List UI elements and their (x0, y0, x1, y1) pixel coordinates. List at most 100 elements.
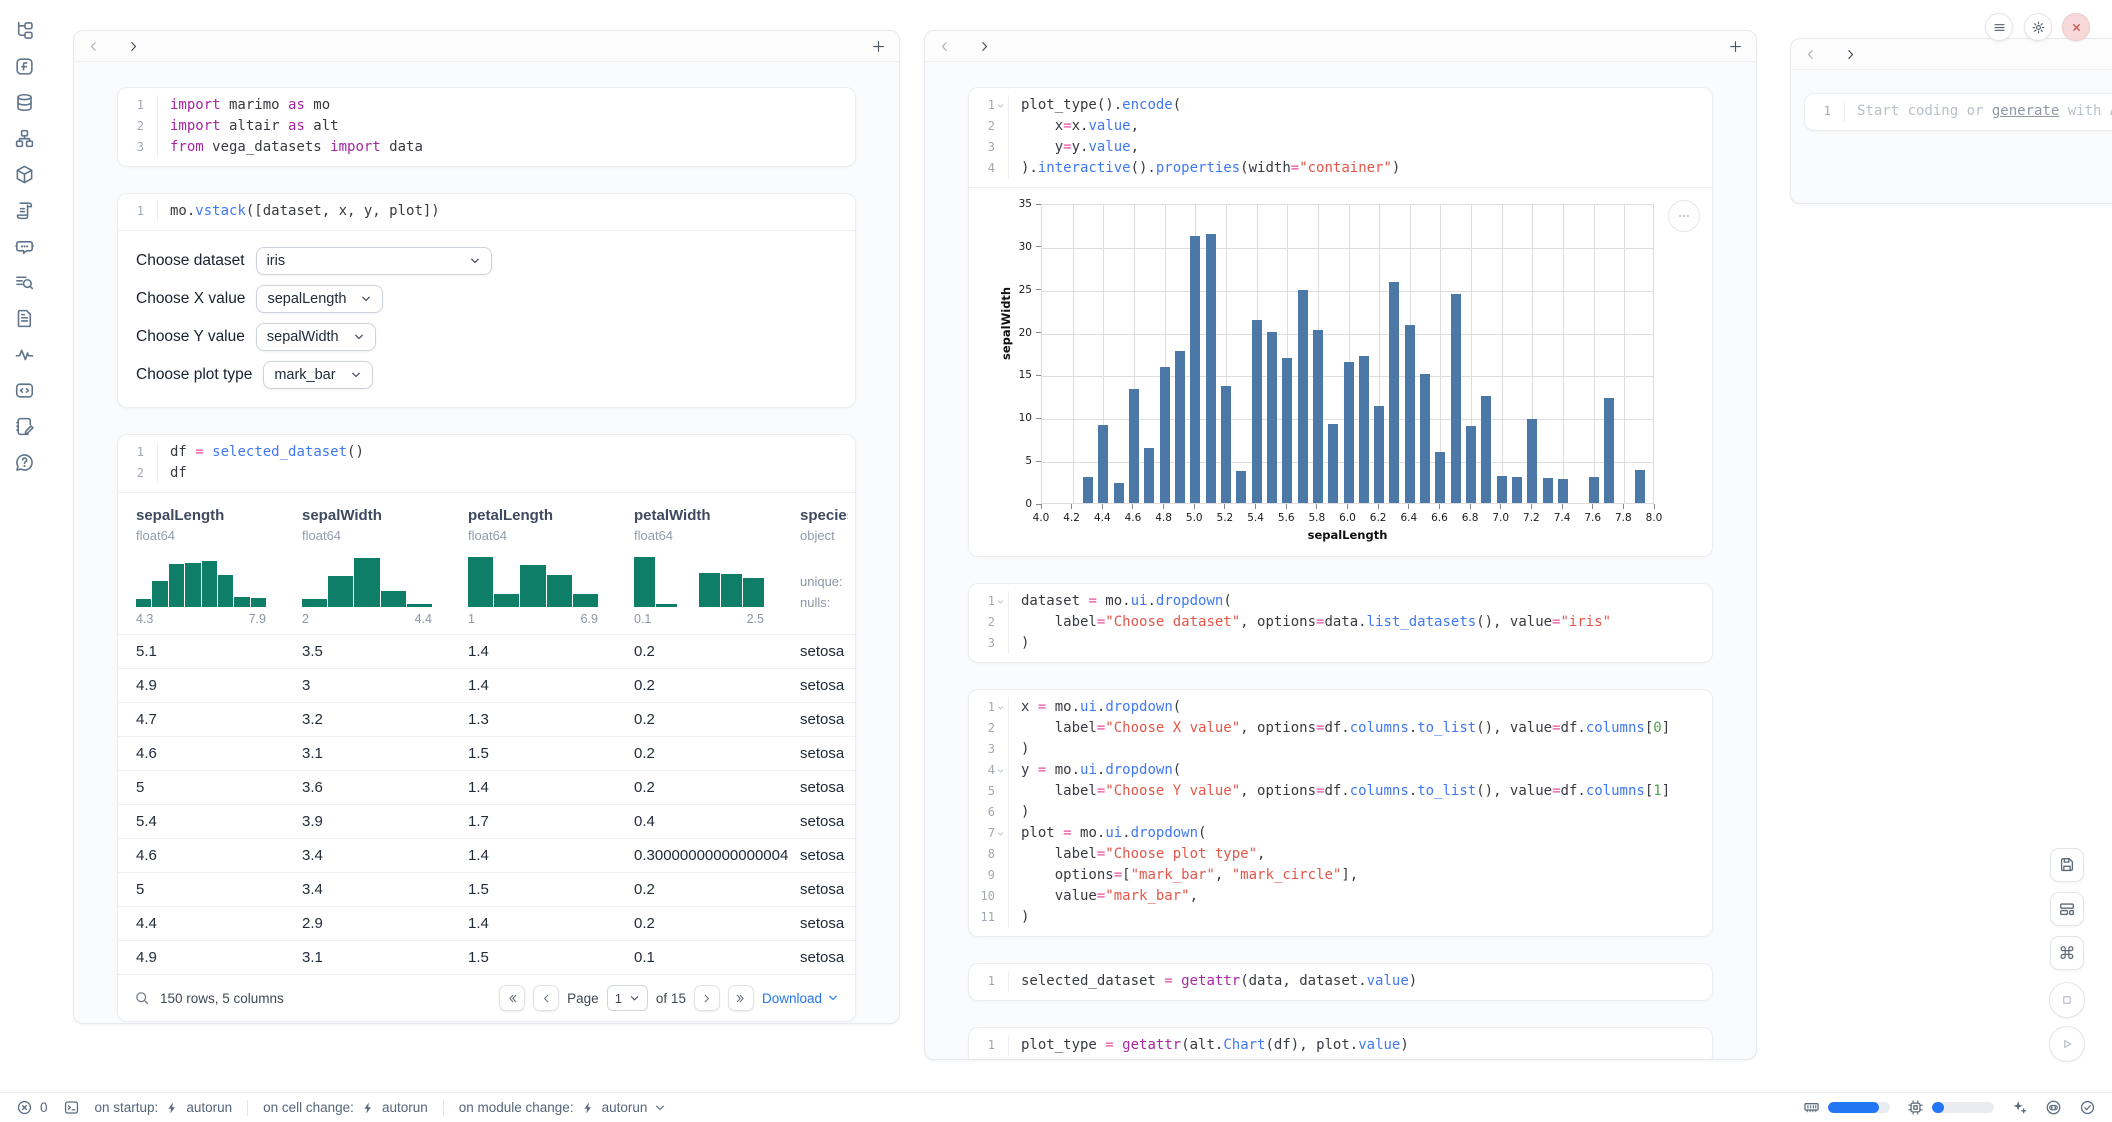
chart-bar[interactable] (1144, 448, 1155, 503)
dropdown-select-mark_bar[interactable]: mark_bar (263, 361, 373, 389)
column-left-button[interactable] (87, 40, 100, 53)
chart-bar[interactable] (1496, 475, 1507, 503)
chart-plot-area[interactable] (1041, 204, 1654, 504)
chart-bar[interactable] (1174, 351, 1185, 503)
scratchpad-icon[interactable] (14, 416, 35, 437)
runtime-config-item[interactable]: on module change: autorun (459, 1100, 667, 1115)
chart-bar[interactable] (1634, 470, 1645, 503)
table-column-header[interactable]: sepalWidth float64 2 4.4 (302, 507, 468, 626)
file-tree-icon[interactable] (14, 20, 35, 41)
last-page-button[interactable] (727, 985, 754, 1011)
packages-icon[interactable] (14, 164, 35, 185)
generate-with-ai-link[interactable]: generate (1991, 103, 2060, 119)
chart-bar[interactable] (1128, 389, 1139, 503)
chart-bar[interactable] (1404, 324, 1415, 503)
chart-bar[interactable] (1374, 406, 1385, 503)
chart-bar[interactable] (1113, 483, 1124, 503)
chat-icon[interactable] (14, 236, 35, 257)
code-editor-plottype[interactable]: 1 plot_type = getattr(alt.Chart(df), plot… (969, 1028, 1712, 1059)
code-editor-dataset[interactable]: 1 dataset = mo.ui.dropdown(2 label="Choos… (969, 584, 1712, 662)
logs-icon[interactable] (14, 272, 35, 293)
previous-page-button[interactable] (533, 985, 560, 1011)
first-page-button[interactable] (499, 985, 526, 1011)
code-editor-new[interactable]: 1 Start coding or generate with AI (1805, 94, 2112, 130)
connection-status-icon[interactable] (2079, 1099, 2096, 1116)
chart-actions-button[interactable] (1668, 200, 1700, 232)
copilot-button[interactable] (2045, 1099, 2062, 1116)
editor-placeholder[interactable]: Start coding or generate with AI (1845, 101, 2112, 122)
shutdown-button[interactable] (2062, 13, 2090, 41)
chart-bar[interactable] (1450, 293, 1461, 503)
errors-indicator[interactable]: 0 (16, 1099, 48, 1116)
chart-bar[interactable] (1604, 398, 1615, 503)
runtime-config-item[interactable]: on cell change: autorun (263, 1100, 428, 1115)
help-icon[interactable] (14, 452, 35, 473)
run-button[interactable] (2049, 1026, 2085, 1062)
chart-bar[interactable] (1297, 289, 1308, 503)
chart-bar[interactable] (1159, 366, 1170, 503)
dropdown-select-sepalLength[interactable]: sepalLength (256, 285, 384, 313)
settings-button[interactable] (2024, 13, 2052, 41)
chart-bar[interactable] (1190, 235, 1201, 503)
table-column-header[interactable]: petalWidth float64 0.1 2.5 (634, 507, 800, 626)
fold-chevron-icon[interactable] (996, 830, 1005, 838)
add-cell-button[interactable] (1728, 39, 1743, 54)
terminal-toggle[interactable] (63, 1099, 80, 1116)
chart-bar[interactable] (1098, 425, 1109, 503)
datasources-icon[interactable] (14, 92, 35, 113)
shortcuts-button[interactable]: ⌘ (2050, 936, 2084, 970)
snippets-icon[interactable] (14, 200, 35, 221)
column-right-button[interactable] (127, 40, 140, 53)
ai-assist-button[interactable] (2011, 1099, 2028, 1116)
chart-bar[interactable] (1282, 358, 1293, 503)
column-right-button[interactable] (1844, 48, 1857, 61)
column-left-button[interactable] (1804, 48, 1817, 61)
column-left-button[interactable] (938, 40, 951, 53)
chart-bar[interactable] (1542, 478, 1553, 503)
search-icon[interactable] (134, 990, 150, 1006)
table-column-header[interactable]: species object unique:nulls: (800, 507, 848, 626)
chart-bar[interactable] (1481, 395, 1492, 503)
chart-bar[interactable] (1236, 471, 1247, 503)
chart-bar[interactable] (1527, 419, 1538, 503)
code-editor-xyplot[interactable]: 1 x = mo.ui.dropdown(2 label="Choose X va… (969, 690, 1712, 936)
layout-button[interactable] (2050, 892, 2084, 926)
fold-chevron-icon[interactable] (996, 102, 1005, 110)
table-column-header[interactable]: sepalLength float64 4.3 7.9 (136, 507, 302, 626)
chart[interactable]: 4.0 4.2 4.4 4.6 4.8 5.0 5.2 5.4 5.6 5.8 6.0 6.2 6.4 6… (1019, 198, 1663, 524)
chart-bar[interactable] (1328, 424, 1339, 503)
fold-chevron-icon[interactable] (996, 598, 1005, 606)
column-right-button[interactable] (978, 40, 991, 53)
chart-bar[interactable] (1420, 374, 1431, 503)
code-editor-df[interactable]: 1 df = selected_dataset() 2 df (118, 435, 855, 492)
stop-button[interactable] (2049, 982, 2085, 1018)
chart-bar[interactable] (1205, 233, 1216, 503)
chart-bar[interactable] (1435, 451, 1446, 503)
chart-bar[interactable] (1312, 329, 1323, 503)
code-editor-vstack[interactable]: 1 mo.vstack([dataset, x, y, plot]) (118, 194, 855, 230)
table-column-header[interactable]: petalLength float64 1 6.9 (468, 507, 634, 626)
chart-bar[interactable] (1266, 331, 1277, 503)
chart-bar[interactable] (1082, 477, 1093, 503)
code-editor-plot[interactable]: 1 plot_type().encode(2 x=x.value, 3 y=y.va… (969, 88, 1712, 187)
next-page-button[interactable] (693, 985, 720, 1011)
download-button[interactable]: Download (762, 991, 839, 1006)
chart-bar[interactable] (1358, 356, 1369, 503)
code-icon[interactable] (14, 380, 35, 401)
functions-icon[interactable] (14, 56, 35, 77)
code-editor-selected[interactable]: 1 selected_dataset = getattr(data, datase… (969, 964, 1712, 1000)
add-cell-button[interactable] (871, 39, 886, 54)
chart-bar[interactable] (1251, 319, 1262, 503)
save-button[interactable] (2050, 848, 2084, 882)
dropdown-select-iris[interactable]: iris (255, 247, 492, 275)
fold-chevron-icon[interactable] (996, 767, 1005, 775)
chart-bar[interactable] (1343, 362, 1354, 503)
chart-bar[interactable] (1466, 425, 1477, 503)
dropdown-select-sepalWidth[interactable]: sepalWidth (255, 323, 376, 351)
dependencies-icon[interactable] (14, 128, 35, 149)
page-select[interactable]: 1 (606, 985, 648, 1011)
chart-bar[interactable] (1558, 479, 1569, 503)
chart-bar[interactable] (1588, 477, 1599, 503)
code-editor-imports[interactable]: 1 import marimo as mo 2 import altair as al… (118, 88, 855, 166)
documentation-icon[interactable] (14, 308, 35, 329)
